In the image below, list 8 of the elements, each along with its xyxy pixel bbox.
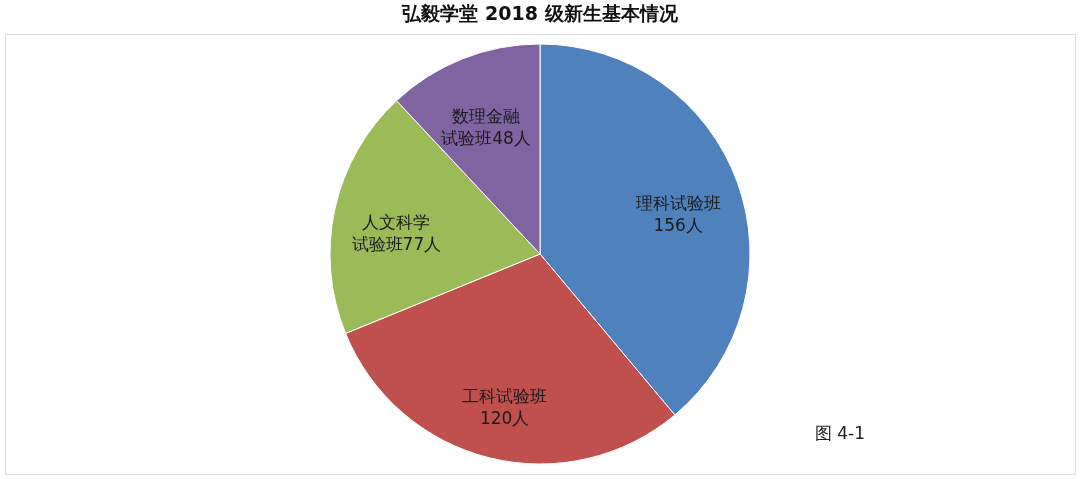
data-label: 156人 <box>653 214 703 235</box>
slice-label: 数理金融试验班48人 <box>441 106 531 149</box>
data-label: 120人 <box>479 407 530 428</box>
chart-title: 弘毅学堂 2018 级新生基本情况 <box>401 2 679 24</box>
slice-label: 工科试验班 <box>462 385 548 406</box>
slice-label: 人文科学试验班77人 <box>351 211 442 254</box>
slice-label: 理科试验班 <box>635 192 721 213</box>
caption: 图 4-1 <box>814 423 865 443</box>
